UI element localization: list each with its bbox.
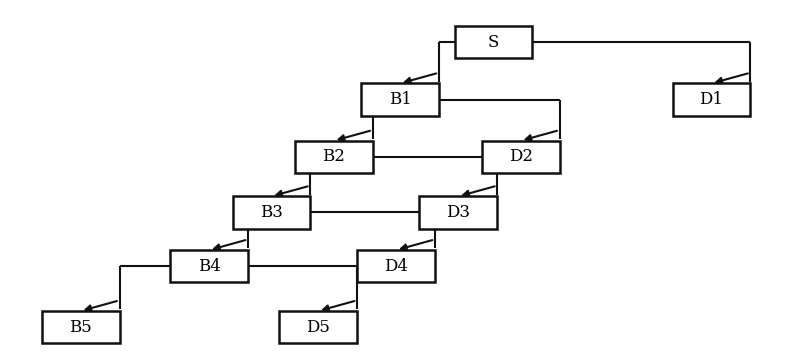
FancyBboxPatch shape bbox=[454, 26, 533, 58]
Text: B4: B4 bbox=[198, 258, 221, 275]
FancyBboxPatch shape bbox=[279, 311, 357, 343]
FancyBboxPatch shape bbox=[361, 83, 439, 116]
Text: B3: B3 bbox=[260, 204, 283, 221]
Text: D5: D5 bbox=[306, 318, 330, 336]
FancyBboxPatch shape bbox=[42, 311, 120, 343]
FancyBboxPatch shape bbox=[419, 196, 498, 229]
FancyBboxPatch shape bbox=[357, 250, 435, 282]
Text: B2: B2 bbox=[322, 149, 346, 165]
Text: D1: D1 bbox=[699, 91, 723, 108]
Text: B1: B1 bbox=[389, 91, 411, 108]
Text: B5: B5 bbox=[70, 318, 92, 336]
Text: S: S bbox=[488, 34, 499, 51]
Text: D3: D3 bbox=[446, 204, 470, 221]
FancyBboxPatch shape bbox=[482, 141, 560, 173]
FancyBboxPatch shape bbox=[295, 141, 373, 173]
Text: D2: D2 bbox=[509, 149, 533, 165]
FancyBboxPatch shape bbox=[170, 250, 248, 282]
FancyBboxPatch shape bbox=[233, 196, 310, 229]
FancyBboxPatch shape bbox=[673, 83, 750, 116]
Text: D4: D4 bbox=[384, 258, 408, 275]
